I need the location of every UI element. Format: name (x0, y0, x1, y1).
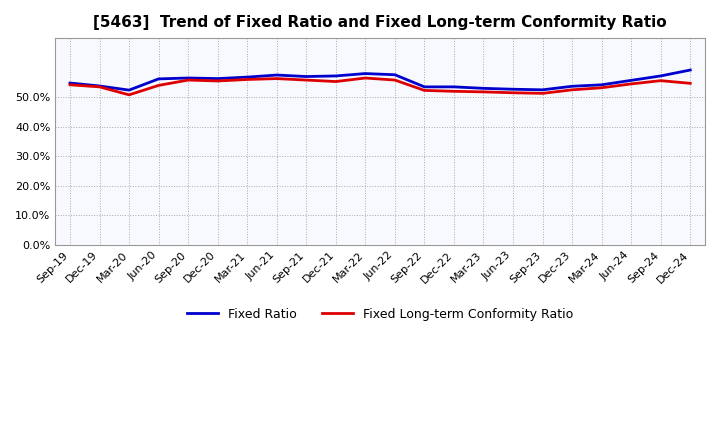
Fixed Ratio (686, 67, 695, 73)
Fixed Long-term Conformity Ratio (509, 90, 518, 95)
Fixed Ratio (539, 87, 547, 92)
Fixed Long-term Conformity Ratio (331, 79, 340, 84)
Fixed Ratio (184, 75, 192, 81)
Fixed Long-term Conformity Ratio (686, 81, 695, 86)
Fixed Long-term Conformity Ratio (302, 77, 310, 83)
Fixed Ratio (627, 78, 636, 83)
Fixed Ratio (480, 86, 488, 91)
Legend: Fixed Ratio, Fixed Long-term Conformity Ratio: Fixed Ratio, Fixed Long-term Conformity … (182, 303, 578, 326)
Fixed Long-term Conformity Ratio (272, 76, 281, 81)
Line: Fixed Ratio: Fixed Ratio (70, 70, 690, 90)
Fixed Ratio (213, 76, 222, 81)
Fixed Ratio (66, 81, 74, 86)
Fixed Long-term Conformity Ratio (568, 87, 577, 92)
Title: [5463]  Trend of Fixed Ratio and Fixed Long-term Conformity Ratio: [5463] Trend of Fixed Ratio and Fixed Lo… (94, 15, 667, 30)
Fixed Long-term Conformity Ratio (539, 91, 547, 96)
Fixed Long-term Conformity Ratio (184, 77, 192, 83)
Fixed Long-term Conformity Ratio (154, 83, 163, 88)
Fixed Long-term Conformity Ratio (480, 89, 488, 95)
Fixed Ratio (449, 84, 458, 89)
Fixed Ratio (509, 87, 518, 92)
Line: Fixed Long-term Conformity Ratio: Fixed Long-term Conformity Ratio (70, 78, 690, 95)
Fixed Ratio (598, 82, 606, 88)
Fixed Ratio (125, 88, 133, 93)
Fixed Ratio (420, 84, 428, 89)
Fixed Long-term Conformity Ratio (213, 78, 222, 84)
Fixed Ratio (657, 73, 665, 79)
Fixed Long-term Conformity Ratio (420, 88, 428, 93)
Fixed Ratio (243, 74, 251, 80)
Fixed Ratio (302, 74, 310, 79)
Fixed Long-term Conformity Ratio (66, 82, 74, 88)
Fixed Long-term Conformity Ratio (125, 92, 133, 98)
Fixed Ratio (95, 83, 104, 88)
Fixed Long-term Conformity Ratio (95, 84, 104, 89)
Fixed Long-term Conformity Ratio (449, 88, 458, 94)
Fixed Long-term Conformity Ratio (627, 81, 636, 87)
Fixed Ratio (390, 72, 399, 77)
Fixed Long-term Conformity Ratio (598, 85, 606, 90)
Fixed Long-term Conformity Ratio (361, 75, 369, 81)
Fixed Ratio (331, 73, 340, 79)
Fixed Long-term Conformity Ratio (243, 77, 251, 82)
Fixed Ratio (272, 73, 281, 78)
Fixed Ratio (361, 71, 369, 76)
Fixed Long-term Conformity Ratio (390, 77, 399, 83)
Fixed Ratio (154, 76, 163, 81)
Fixed Ratio (568, 84, 577, 89)
Fixed Long-term Conformity Ratio (657, 78, 665, 83)
